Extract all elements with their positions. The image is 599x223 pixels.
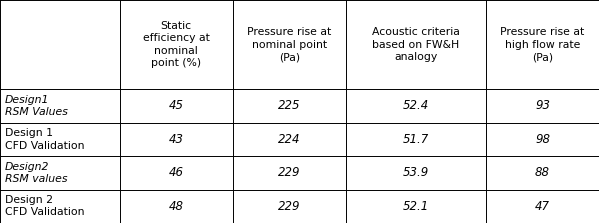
Text: Pressure rise at
high flow rate
(Pa): Pressure rise at high flow rate (Pa) <box>500 27 585 62</box>
Text: Acoustic criteria
based on FW&H
analogy: Acoustic criteria based on FW&H analogy <box>372 27 460 62</box>
Text: 45: 45 <box>169 99 184 112</box>
Text: 48: 48 <box>169 200 184 213</box>
Text: 51.7: 51.7 <box>403 133 429 146</box>
Text: Design 1
CFD Validation: Design 1 CFD Validation <box>5 128 84 151</box>
Text: Design1
RSM Values: Design1 RSM Values <box>5 95 68 117</box>
Text: 225: 225 <box>278 99 301 112</box>
Text: 224: 224 <box>278 133 301 146</box>
Text: 98: 98 <box>535 133 550 146</box>
Text: 229: 229 <box>278 166 301 179</box>
Text: 52.4: 52.4 <box>403 99 429 112</box>
Text: 43: 43 <box>169 133 184 146</box>
Text: 229: 229 <box>278 200 301 213</box>
Text: 93: 93 <box>535 99 550 112</box>
Text: 53.9: 53.9 <box>403 166 429 179</box>
Text: 46: 46 <box>169 166 184 179</box>
Text: Static
efficiency at
nominal
point (%): Static efficiency at nominal point (%) <box>143 21 210 68</box>
Text: Design2
RSM values: Design2 RSM values <box>5 162 67 184</box>
Text: 52.1: 52.1 <box>403 200 429 213</box>
Text: Pressure rise at
nominal point
(Pa): Pressure rise at nominal point (Pa) <box>247 27 331 62</box>
Text: 88: 88 <box>535 166 550 179</box>
Text: 47: 47 <box>535 200 550 213</box>
Text: Design 2
CFD Validation: Design 2 CFD Validation <box>5 195 84 217</box>
